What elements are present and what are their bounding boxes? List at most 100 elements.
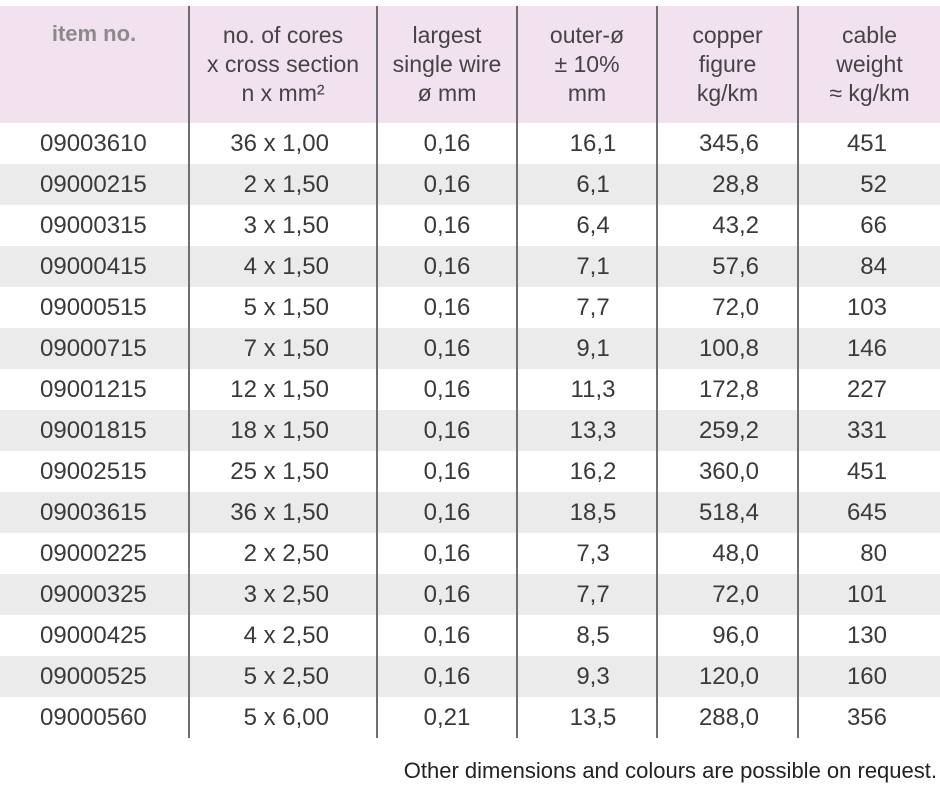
cell-item-no: 09000560 (0, 697, 190, 738)
cell-wire-diameter: 0,21 (377, 697, 518, 738)
cell-wire-diameter: 0,16 (377, 615, 518, 656)
cell-wire-diameter: 0,16 (377, 574, 518, 615)
cell-cores: 25 x 1,50 (189, 451, 378, 492)
cell-item-no: 09000315 (0, 205, 190, 246)
cell-wire-diameter: 0,16 (377, 451, 518, 492)
table-row: 09003610 36 x 1,00 0,16 16,1 345,6 451 (0, 123, 940, 164)
cell-outer-diameter: 8,5 (517, 615, 658, 656)
cell-cores: 7 x 1,50 (189, 328, 378, 369)
cell-cores: 5 x 2,50 (189, 656, 378, 697)
cell-cores: 4 x 1,50 (189, 246, 378, 287)
cell-copper-figure: 43,2 (657, 205, 799, 246)
table-row: 09001215 12 x 1,50 0,16 11,3 172,8 227 (0, 369, 940, 410)
cell-outer-diameter: 7,7 (517, 287, 658, 328)
cell-cores: 2 x 1,50 (189, 164, 378, 205)
cell-wire-diameter: 0,16 (377, 164, 518, 205)
cell-outer-diameter: 16,1 (517, 123, 658, 164)
table-row: 09000715 7 x 1,50 0,16 9,1 100,8 146 (0, 328, 940, 369)
header-outer-diameter: outer-ø ± 10% mm (517, 6, 658, 123)
cell-cable-weight: 52 (798, 164, 940, 205)
cell-item-no: 09000415 (0, 246, 190, 287)
table-row: 09000425 4 x 2,50 0,16 8,5 96,0 130 (0, 615, 940, 656)
cell-wire-diameter: 0,16 (377, 246, 518, 287)
cable-spec-table: item no. no. of cores x cross section n … (0, 6, 940, 738)
cell-cable-weight: 451 (846, 129, 887, 157)
table-row: 09000215 2 x 1,50 0,16 6,1 28,8 52 (0, 164, 940, 205)
cell-wire-diameter: 0,16 (377, 656, 518, 697)
cell-outer-diameter: 7,7 (517, 574, 658, 615)
header-line: ≈ kg/km (829, 80, 910, 106)
table-row: 09000415 4 x 1,50 0,16 7,1 57,6 84 (0, 246, 940, 287)
cell-item-no: 09001215 (0, 369, 190, 410)
header-line: mm (567, 80, 607, 106)
table-row: 09000315 3 x 1,50 0,16 6,4 43,2 66 (0, 205, 940, 246)
cell-wire-diameter: 0,16 (377, 369, 518, 410)
header-largest-single-wire: largest single wire ø mm (377, 6, 518, 123)
cell-item-no: 09000715 (0, 328, 190, 369)
header-line: copper (692, 22, 763, 48)
cell-wire-diameter: 0,16 (377, 533, 518, 574)
cell-item-no: 09000215 (0, 164, 190, 205)
table-row: 09001815 18 x 1,50 0,16 13,3 259,2 331 (0, 410, 940, 451)
header-line: ø mm (417, 80, 477, 106)
header-item-no-label: item no. (51, 21, 137, 46)
header-line: weight (836, 51, 903, 77)
header-copper-figure: copper figure kg/km (657, 6, 799, 123)
cell-item-no: 09000225 (0, 533, 190, 574)
cell-outer-diameter: 18,5 (517, 492, 658, 533)
header-line: figure (698, 51, 757, 77)
cell-item-no: 09000425 (0, 615, 190, 656)
table-row: 09003615 36 x 1,50 0,16 18,5 518,4 645 (0, 492, 940, 533)
cell-item-no: 09000515 (0, 287, 190, 328)
cell-cable-weight: 451 (846, 457, 887, 485)
cell-item-no: 09001815 (0, 410, 190, 451)
cell-item-no: 09000325 (0, 574, 190, 615)
cell-item-no: 09003615 (0, 492, 190, 533)
table-row: 09000325 3 x 2,50 0,16 7,7 72,0 101 (0, 574, 940, 615)
header-line: n x mm² (241, 80, 325, 106)
table-row: 09000515 5 x 1,50 0,16 7,7 72,0 103 (0, 287, 940, 328)
cell-outer-diameter: 7,3 (517, 533, 658, 574)
cell-copper-figure: 259,2 (657, 410, 799, 451)
header-line: largest (412, 22, 482, 48)
cell-outer-diameter: 9,3 (517, 656, 658, 697)
cell-outer-diameter: 13,5 (517, 697, 658, 738)
cell-cable-weight: 80 (860, 539, 887, 567)
cell-wire-diameter: 0,16 (377, 123, 518, 164)
cell-cores: 12 x 1,50 (189, 369, 378, 410)
header-line: cable (842, 22, 897, 48)
cell-copper-figure: 120,0 (657, 656, 799, 697)
cell-outer-diameter: 11,3 (517, 369, 658, 410)
cell-item-no: 09000525 (0, 656, 190, 697)
cell-cable-weight: 130 (846, 621, 887, 649)
header-line: kg/km (696, 80, 759, 106)
cell-cable-weight: 84 (798, 246, 940, 287)
footnote: Other dimensions and colours are possibl… (403, 758, 937, 783)
table-header: item no. no. of cores x cross section n … (0, 6, 940, 123)
table-row: 09000525 5 x 2,50 0,16 9,3 120,0 160 (0, 656, 940, 697)
header-line: no. of cores (222, 22, 344, 48)
cell-wire-diameter: 0,16 (377, 410, 518, 451)
cell-cores: 36 x 1,50 (189, 492, 378, 533)
cell-copper-figure: 288,0 (657, 697, 799, 738)
header-item-no: item no. (0, 6, 190, 123)
table-row: 09000225 2 x 2,50 0,16 7,3 48,0 80 (0, 533, 940, 574)
cell-cable-weight: 645 (798, 492, 940, 533)
cell-copper-figure: 172,8 (657, 369, 799, 410)
cell-cores: 5 x 6,00 (189, 697, 378, 738)
cell-wire-diameter: 0,16 (377, 205, 518, 246)
cell-copper-figure: 345,6 (657, 123, 799, 164)
cell-cable-weight: 331 (798, 410, 940, 451)
cell-outer-diameter: 6,4 (517, 205, 658, 246)
cell-copper-figure: 360,0 (657, 451, 799, 492)
cell-cores: 3 x 2,50 (189, 574, 378, 615)
cell-cores: 4 x 2,50 (189, 615, 378, 656)
cell-outer-diameter: 6,1 (517, 164, 658, 205)
header-line: x cross section (206, 51, 360, 77)
cell-item-no: 09003610 (0, 123, 190, 164)
cell-outer-diameter: 9,1 (517, 328, 658, 369)
cell-outer-diameter: 16,2 (517, 451, 658, 492)
cell-copper-figure: 518,4 (657, 492, 799, 533)
cell-cable-weight: 146 (798, 328, 940, 369)
cell-wire-diameter: 0,16 (377, 492, 518, 533)
